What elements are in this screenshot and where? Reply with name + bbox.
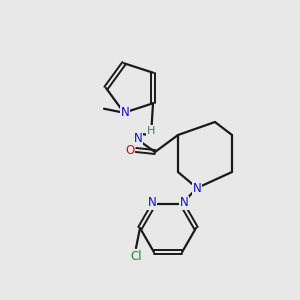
Text: N: N xyxy=(134,131,142,145)
Text: N: N xyxy=(180,196,188,209)
Text: O: O xyxy=(125,143,135,157)
Text: H: H xyxy=(147,126,155,136)
Text: N: N xyxy=(193,182,201,196)
Text: N: N xyxy=(148,196,156,209)
Text: N: N xyxy=(121,106,129,119)
Text: Cl: Cl xyxy=(130,250,142,262)
